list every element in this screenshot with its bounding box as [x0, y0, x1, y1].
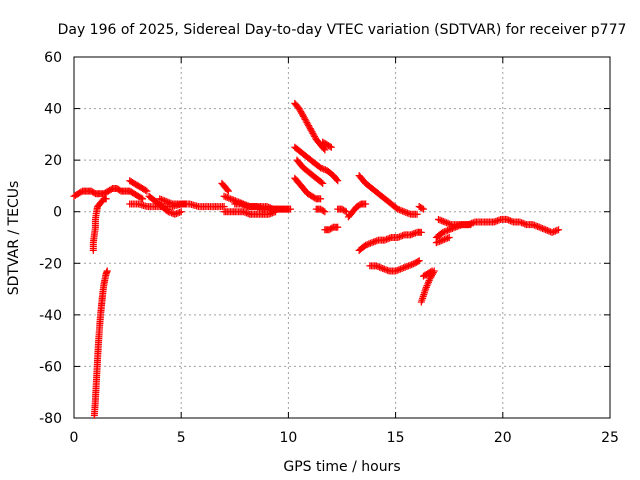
- x-tick-label: 10: [279, 430, 297, 446]
- data-point: [224, 187, 232, 195]
- dense-point-fill: [292, 101, 328, 152]
- series-arc-18: [321, 223, 342, 234]
- y-tick-label: 40: [44, 102, 62, 118]
- data-point: [434, 215, 442, 223]
- data-point: [177, 208, 185, 216]
- plot-frame: [73, 56, 611, 419]
- dense-point-fill: [320, 139, 334, 150]
- y-tick-labels: -80 -60 -40 -20 0 20 40 60: [39, 50, 62, 427]
- dense-point-fill: [356, 173, 419, 218]
- series-arc-25: [417, 267, 438, 306]
- y-tick-label: 0: [53, 205, 62, 221]
- dense-point-fill: [127, 178, 149, 194]
- y-tick-label: -20: [39, 256, 62, 272]
- series-arc-17: [312, 205, 329, 216]
- series-arc-19: [334, 205, 350, 216]
- series-arc-10: [220, 208, 280, 218]
- series-arc-22: [415, 203, 427, 213]
- series-arc-11: [231, 200, 295, 213]
- x-tick-label: 20: [494, 430, 512, 446]
- series-arc-3: [90, 267, 111, 419]
- y-tick-label: -40: [39, 308, 62, 324]
- axis-ticks: [73, 56, 611, 419]
- grid-lines: [73, 56, 611, 419]
- dense-point-fill: [356, 228, 424, 253]
- dense-point-fill: [421, 268, 435, 279]
- dense-point-fill: [346, 200, 368, 220]
- series-arc-24: [366, 257, 423, 275]
- dense-point-fill: [292, 144, 341, 183]
- series-arc-28: [434, 215, 475, 229]
- series-arc-15: [293, 156, 327, 187]
- y-tick-label: 60: [44, 50, 62, 66]
- y-tick-label: -80: [39, 411, 62, 427]
- dense-point-fill: [91, 268, 111, 417]
- series-arc-7: [156, 195, 189, 208]
- series-arc-23: [355, 228, 425, 254]
- series-arc-16: [291, 174, 325, 203]
- y-tick-label: -60: [39, 359, 62, 375]
- series-arc-8: [218, 179, 232, 195]
- dense-point-fill: [294, 157, 325, 186]
- dense-point-fill: [335, 205, 349, 215]
- series-arc-20: [344, 200, 370, 221]
- dense-point-fill: [436, 216, 473, 229]
- dense-point-fill: [434, 234, 452, 246]
- series-arc-13: [319, 138, 335, 151]
- dense-point-fill: [314, 205, 327, 215]
- dense-point-fill: [292, 176, 323, 203]
- dense-point-fill: [219, 181, 231, 194]
- data-point: [171, 210, 179, 218]
- data-point: [156, 195, 164, 203]
- dense-point-fill: [146, 193, 184, 218]
- x-tick-label: 5: [177, 430, 186, 446]
- series-arc-2: [89, 195, 110, 254]
- x-axis-label: GPS time / hours: [283, 459, 400, 475]
- dense-point-fill: [322, 223, 340, 234]
- dense-point-fill: [222, 208, 278, 218]
- dense-point-fill: [71, 185, 145, 202]
- series-arc-12: [291, 99, 329, 154]
- series-arc-14: [291, 143, 342, 185]
- series-arc-4: [126, 177, 151, 195]
- series-arc-26: [419, 267, 436, 280]
- series-arc-1: [70, 185, 147, 203]
- data-point: [432, 239, 440, 247]
- dense-point-fill: [232, 200, 293, 213]
- dense-point-fill: [89, 195, 109, 252]
- data-point: [220, 192, 228, 200]
- dense-point-fill: [368, 258, 422, 275]
- series-arc-29: [432, 234, 453, 247]
- x-tick-label: 25: [601, 430, 619, 446]
- x-tick-label: 15: [387, 430, 405, 446]
- chart-title: Day 196 of 2025, Sidereal Day-to-day VTE…: [58, 22, 627, 38]
- series-arc-21: [355, 172, 421, 218]
- dense-point-fill: [157, 196, 188, 208]
- y-tick-label: 20: [44, 153, 62, 169]
- data-marks: [70, 99, 563, 419]
- series-arc-6: [145, 192, 185, 218]
- x-tick-label: 0: [70, 430, 79, 446]
- y-axis-label: SDTVAR / TECUs: [6, 181, 22, 296]
- dense-point-fill: [417, 203, 426, 212]
- x-tick-labels: 0 5 10 15 20 25: [70, 430, 619, 446]
